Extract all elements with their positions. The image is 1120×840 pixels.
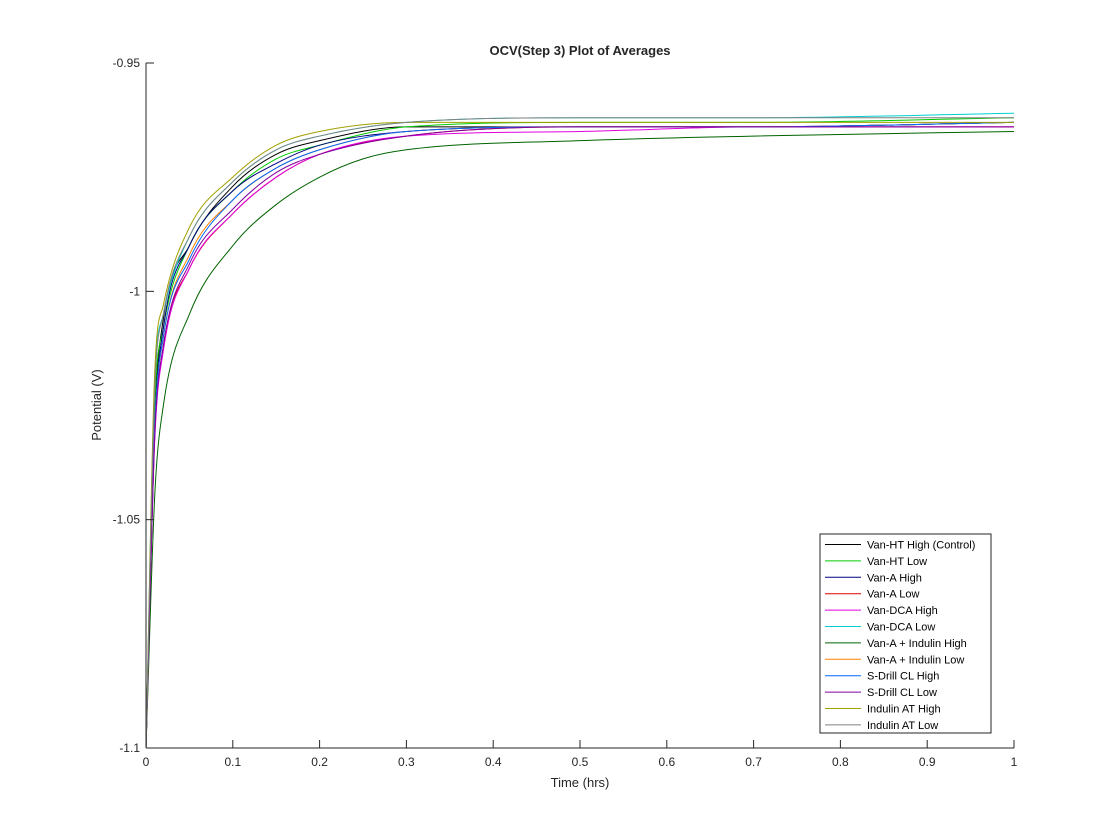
series-line-11 [145, 121, 1014, 749]
x-tick-label: 0 [143, 755, 150, 769]
x-tick-label: 0.4 [485, 755, 502, 769]
x-tick-label: 0.8 [832, 755, 849, 769]
legend-label-10: S-Drill CL Low [867, 687, 937, 699]
legend-label-8: Van-A + Indulin Low [867, 654, 964, 666]
legend-label-4: Van-A Low [867, 589, 919, 601]
legend: Van-HT High (Control) Van-HT Low Van-A Hig… [819, 533, 992, 734]
x-ticks: 0 0.1 0.2 0.3 0.4 0.5 0.6 0.7 0.8 0.9 1 [143, 740, 1018, 769]
x-tick-label: 0.3 [398, 755, 415, 769]
series-line-7 [145, 131, 1015, 749]
y-tick-label: -1.1 [119, 741, 140, 755]
x-tick-label: 0.7 [745, 755, 762, 769]
y-ticks: -1.1 -1.05 -1 -0.95 [113, 56, 154, 755]
x-tick-label: 0.6 [658, 755, 675, 769]
legend-label-7: Van-A + Indulin High [867, 638, 967, 650]
x-tick-label: 0.5 [572, 755, 589, 769]
legend-label-5: Van-DCA High [867, 605, 938, 617]
legend-label-11: Indulin AT High [867, 704, 941, 716]
legend-entries: Van-HT High (Control) Van-HT Low Van-A Hig… [825, 540, 975, 732]
y-tick-label: -0.95 [113, 56, 141, 70]
chart-title: OCV(Step 3) Plot of Averages [489, 43, 670, 58]
legend-label-2: Van-HT Low [867, 556, 927, 568]
legend-box [819, 533, 992, 734]
legend-label-3: Van-A High [867, 572, 922, 584]
x-tick-label: 0.2 [311, 755, 328, 769]
x-tick-label: 0.1 [224, 755, 241, 769]
y-axis-label: Potential (V) [89, 369, 104, 441]
y-tick-label: -1.05 [113, 513, 141, 527]
series-line-12 [145, 117, 1014, 749]
legend-label-6: Van-DCA Low [867, 622, 935, 634]
x-axis-label: Time (hrs) [551, 775, 610, 790]
y-tick-label: -1 [129, 284, 140, 298]
x-tick-label: 1 [1011, 755, 1018, 769]
legend-label-9: S-Drill CL High [867, 671, 939, 683]
legend-label-1: Van-HT High (Control) [867, 540, 975, 552]
series-layer [145, 112, 1015, 749]
legend-label-12: Indulin AT Low [867, 720, 938, 732]
series-line-10 [145, 126, 1014, 749]
x-tick-label: 0.9 [919, 755, 936, 769]
